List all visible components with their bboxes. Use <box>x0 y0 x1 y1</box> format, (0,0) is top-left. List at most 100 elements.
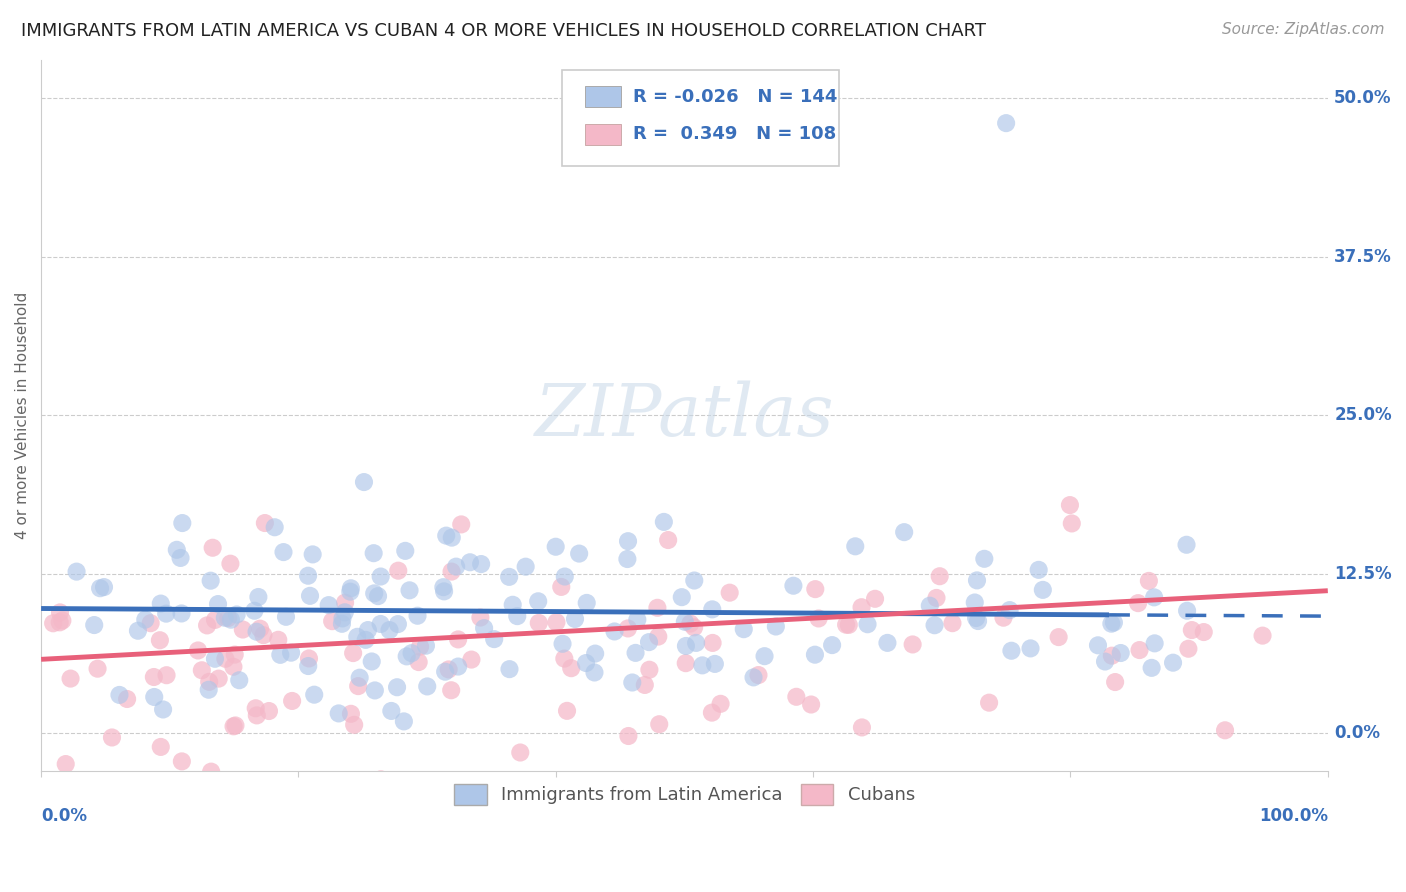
Point <box>638 663 661 677</box>
Point <box>515 559 537 574</box>
Text: ZIPatlas: ZIPatlas <box>534 380 834 450</box>
Point <box>782 579 804 593</box>
Point <box>703 657 725 671</box>
Point <box>353 475 375 489</box>
Point <box>187 643 209 657</box>
Text: 0.0%: 0.0% <box>41 806 87 825</box>
Point <box>200 764 222 779</box>
Point <box>765 619 787 633</box>
Point <box>1101 648 1123 663</box>
Point <box>93 580 115 594</box>
Point <box>450 517 472 532</box>
Point <box>673 615 696 629</box>
Point <box>346 630 368 644</box>
Point <box>1102 615 1125 630</box>
Point <box>101 731 124 745</box>
Text: 50.0%: 50.0% <box>1334 88 1392 107</box>
Point <box>65 565 87 579</box>
Point <box>207 597 229 611</box>
Point <box>995 116 1018 130</box>
Point <box>444 559 467 574</box>
Text: 37.5%: 37.5% <box>1334 248 1392 266</box>
Point <box>408 655 430 669</box>
Point <box>583 665 606 680</box>
Point <box>224 648 246 662</box>
Point <box>856 617 879 632</box>
Point <box>380 704 402 718</box>
Point <box>367 589 389 603</box>
Point <box>214 652 236 666</box>
Point <box>364 683 387 698</box>
Point <box>328 706 350 721</box>
Text: IMMIGRANTS FROM LATIN AMERICA VS CUBAN 4 OR MORE VEHICLES IN HOUSEHOLD CORRELATI: IMMIGRANTS FROM LATIN AMERICA VS CUBAN 4… <box>21 22 986 40</box>
Point <box>434 665 457 679</box>
Point <box>804 582 827 596</box>
Point <box>747 668 769 682</box>
Point <box>963 595 986 609</box>
Point <box>1019 641 1042 656</box>
Point <box>652 515 675 529</box>
Point <box>214 611 236 625</box>
Point <box>354 632 377 647</box>
Point <box>1192 625 1215 640</box>
Point <box>274 610 297 624</box>
Point <box>406 608 429 623</box>
Point <box>700 706 723 720</box>
Point <box>201 541 224 555</box>
Point <box>506 609 529 624</box>
Point <box>925 591 948 605</box>
Point <box>370 617 392 632</box>
Point <box>807 611 830 625</box>
Point <box>626 613 648 627</box>
Point <box>333 596 356 610</box>
Point <box>200 574 222 588</box>
Point <box>342 646 364 660</box>
Point <box>502 598 524 612</box>
Point <box>416 680 439 694</box>
Point <box>297 568 319 582</box>
Point <box>55 757 77 772</box>
Point <box>204 613 226 627</box>
Point <box>560 661 582 675</box>
Point <box>246 708 269 723</box>
Point <box>253 516 276 530</box>
Point <box>1140 661 1163 675</box>
Point <box>437 662 460 676</box>
Point <box>298 589 321 603</box>
Point <box>546 615 568 630</box>
Point <box>59 672 82 686</box>
Point <box>742 670 765 684</box>
Point <box>301 548 323 562</box>
Point <box>415 639 437 653</box>
Point <box>252 628 274 642</box>
Point <box>1047 630 1070 644</box>
Point <box>527 615 550 630</box>
Point <box>575 656 598 670</box>
Point <box>222 719 245 733</box>
Point <box>621 675 644 690</box>
Point <box>458 555 481 569</box>
Point <box>1143 636 1166 650</box>
Point <box>332 611 354 625</box>
Point <box>232 623 254 637</box>
Point <box>941 616 963 631</box>
Point <box>1161 656 1184 670</box>
Point <box>1059 498 1081 512</box>
Point <box>1128 643 1150 657</box>
Point <box>967 614 990 628</box>
Point <box>998 603 1021 617</box>
Y-axis label: 4 or more Vehicles in Household: 4 or more Vehicles in Household <box>15 292 30 539</box>
Point <box>1000 644 1022 658</box>
Point <box>149 597 172 611</box>
Point <box>710 697 733 711</box>
Point <box>51 614 73 628</box>
Point <box>1099 616 1122 631</box>
Point <box>149 633 172 648</box>
Point <box>893 525 915 540</box>
Point <box>333 605 356 619</box>
Point <box>1137 574 1160 588</box>
Point <box>671 590 693 604</box>
Point <box>398 583 420 598</box>
Point <box>139 616 162 631</box>
Point <box>555 704 578 718</box>
